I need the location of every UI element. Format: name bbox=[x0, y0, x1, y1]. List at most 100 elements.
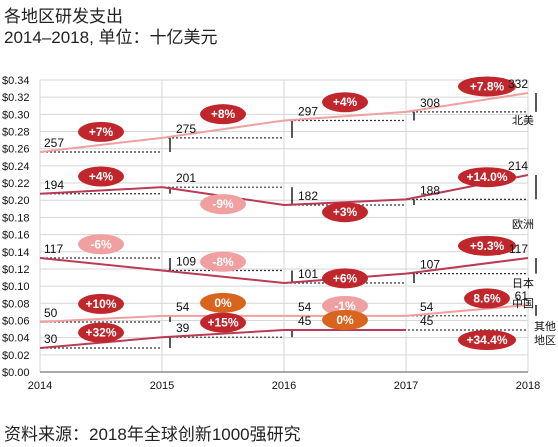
change-badge bbox=[200, 194, 246, 215]
change-badge-label: +7% bbox=[89, 125, 114, 139]
series-line-0 bbox=[39, 92, 529, 153]
change-badge-label: +14.0% bbox=[466, 170, 507, 184]
value-label: 109 bbox=[176, 255, 196, 269]
y-tick-label: $0.14 bbox=[2, 247, 30, 259]
value-label: 194 bbox=[44, 178, 64, 192]
y-tick-label: $0.30 bbox=[2, 109, 30, 121]
value-label: 308 bbox=[420, 96, 440, 110]
series-lines bbox=[39, 92, 537, 349]
change-badge-label: -1% bbox=[334, 299, 356, 313]
value-label: 275 bbox=[176, 122, 196, 136]
y-tick-label: $0.04 bbox=[2, 333, 30, 345]
x-tick-label: 2016 bbox=[272, 380, 296, 392]
value-label: 107 bbox=[420, 258, 440, 272]
series-label: 中国 bbox=[512, 297, 534, 310]
value-label: 117 bbox=[44, 242, 63, 256]
value-label: 332 bbox=[508, 77, 528, 91]
y-tick-label: $0.20 bbox=[2, 195, 30, 207]
change-badge-label: +7.8% bbox=[470, 79, 505, 93]
x-tick-label: 2018 bbox=[516, 380, 540, 392]
value-label: 101 bbox=[298, 267, 318, 281]
y-tick-label: $0.10 bbox=[2, 281, 30, 293]
change-badge-label: +15% bbox=[207, 316, 238, 330]
change-badge-label: -8% bbox=[212, 255, 234, 269]
y-tick-label: $0.12 bbox=[2, 264, 30, 276]
change-badge bbox=[458, 167, 516, 188]
series-labels: 257 275 297 308 332 北美 194 201 182 188 214 欧洲 117 109… bbox=[44, 77, 556, 347]
value-label: 297 bbox=[298, 105, 318, 119]
value-label: 30 bbox=[44, 332, 58, 346]
value-label: 117 bbox=[509, 242, 528, 256]
value-label: 214 bbox=[508, 159, 528, 173]
change-badge-label: +6% bbox=[333, 271, 358, 285]
change-badge bbox=[458, 76, 516, 97]
series-label: 其他 bbox=[534, 320, 556, 333]
x-tick-label: 2017 bbox=[394, 380, 418, 392]
series-label: 欧洲 bbox=[512, 218, 534, 231]
change-badge bbox=[200, 104, 246, 125]
change-badge-label: +8% bbox=[211, 107, 236, 121]
change-badge bbox=[322, 295, 368, 316]
x-tick-label: 2015 bbox=[150, 380, 174, 392]
change-badge bbox=[322, 92, 368, 113]
change-badge-label: 0% bbox=[336, 313, 354, 327]
chart-subtitle: 2014–2018, 单位：十亿美元 bbox=[4, 28, 218, 47]
chart-title: 各地区研发支出 bbox=[4, 7, 123, 26]
y-tick-label: $0.16 bbox=[2, 230, 30, 242]
series-line-2 bbox=[39, 257, 529, 285]
value-label: 54 bbox=[420, 300, 434, 314]
change-badge-label: -6% bbox=[90, 237, 112, 251]
value-label: 188 bbox=[420, 183, 440, 197]
change-badge bbox=[322, 268, 368, 289]
value-label: 257 bbox=[44, 136, 64, 150]
change-badge bbox=[464, 288, 510, 309]
x-tick-label: 2014 bbox=[28, 380, 52, 392]
y-tick-label: $0.32 bbox=[2, 92, 30, 104]
series-line-3 bbox=[39, 304, 529, 323]
change-badge bbox=[200, 312, 246, 333]
change-badge bbox=[78, 322, 124, 343]
y-tick-label: $0.34 bbox=[2, 75, 30, 87]
change-badge bbox=[78, 121, 124, 142]
change-badge-label: +9.3% bbox=[470, 239, 505, 253]
value-label: 201 bbox=[176, 171, 196, 185]
y-tick-label: $0.28 bbox=[2, 127, 30, 139]
change-badge-label: +32% bbox=[85, 326, 116, 340]
change-badge bbox=[78, 234, 124, 255]
value-label: 39 bbox=[176, 321, 190, 335]
y-tick-label: $0.22 bbox=[2, 178, 30, 190]
y-tick-label: $0.02 bbox=[2, 350, 30, 362]
change-badge bbox=[200, 292, 246, 313]
change-badge-label: +34.4% bbox=[466, 333, 507, 347]
value-label: 50 bbox=[44, 306, 58, 320]
y-tick-label: $0.06 bbox=[2, 315, 30, 327]
change-badge bbox=[200, 251, 246, 272]
change-badge-label: +10% bbox=[85, 297, 116, 311]
change-badge bbox=[322, 202, 368, 223]
change-badge-label: -9% bbox=[212, 197, 234, 211]
change-badge bbox=[322, 310, 368, 330]
change-badges: +7% +8% +4% +7.8% +4% -9% +3% +14.0% -6% -8% +6% +9… bbox=[78, 76, 516, 350]
axes: $0.00 $0.02 $0.04 $0.06 $0.08 $0.10 $0.12 $0.14… bbox=[2, 75, 540, 392]
change-badge-label: +4% bbox=[333, 95, 358, 109]
value-label: 61 bbox=[515, 289, 529, 303]
series-line-1 bbox=[39, 174, 529, 207]
y-tick-label: $0.26 bbox=[2, 144, 30, 156]
value-label: 45 bbox=[420, 314, 434, 328]
value-label: 182 bbox=[298, 189, 318, 203]
source-note: 资料来源：2018年全球创新1000强研究 bbox=[4, 425, 301, 444]
change-badge bbox=[458, 330, 516, 350]
y-tick-label: $0.00 bbox=[2, 367, 30, 379]
y-tick-label: $0.24 bbox=[2, 161, 30, 173]
change-badge bbox=[78, 166, 124, 187]
y-tick-label: $0.08 bbox=[2, 298, 30, 310]
change-badge-label: +4% bbox=[89, 169, 114, 183]
y-tick-label: $0.18 bbox=[2, 212, 30, 224]
series-label: 北美 bbox=[512, 114, 534, 127]
change-badge-label: 0% bbox=[214, 296, 232, 310]
value-label: 54 bbox=[298, 300, 312, 314]
series-label-line2: 地区 bbox=[534, 334, 556, 347]
value-label: 54 bbox=[176, 300, 190, 314]
change-badge-label: +3% bbox=[333, 205, 358, 219]
